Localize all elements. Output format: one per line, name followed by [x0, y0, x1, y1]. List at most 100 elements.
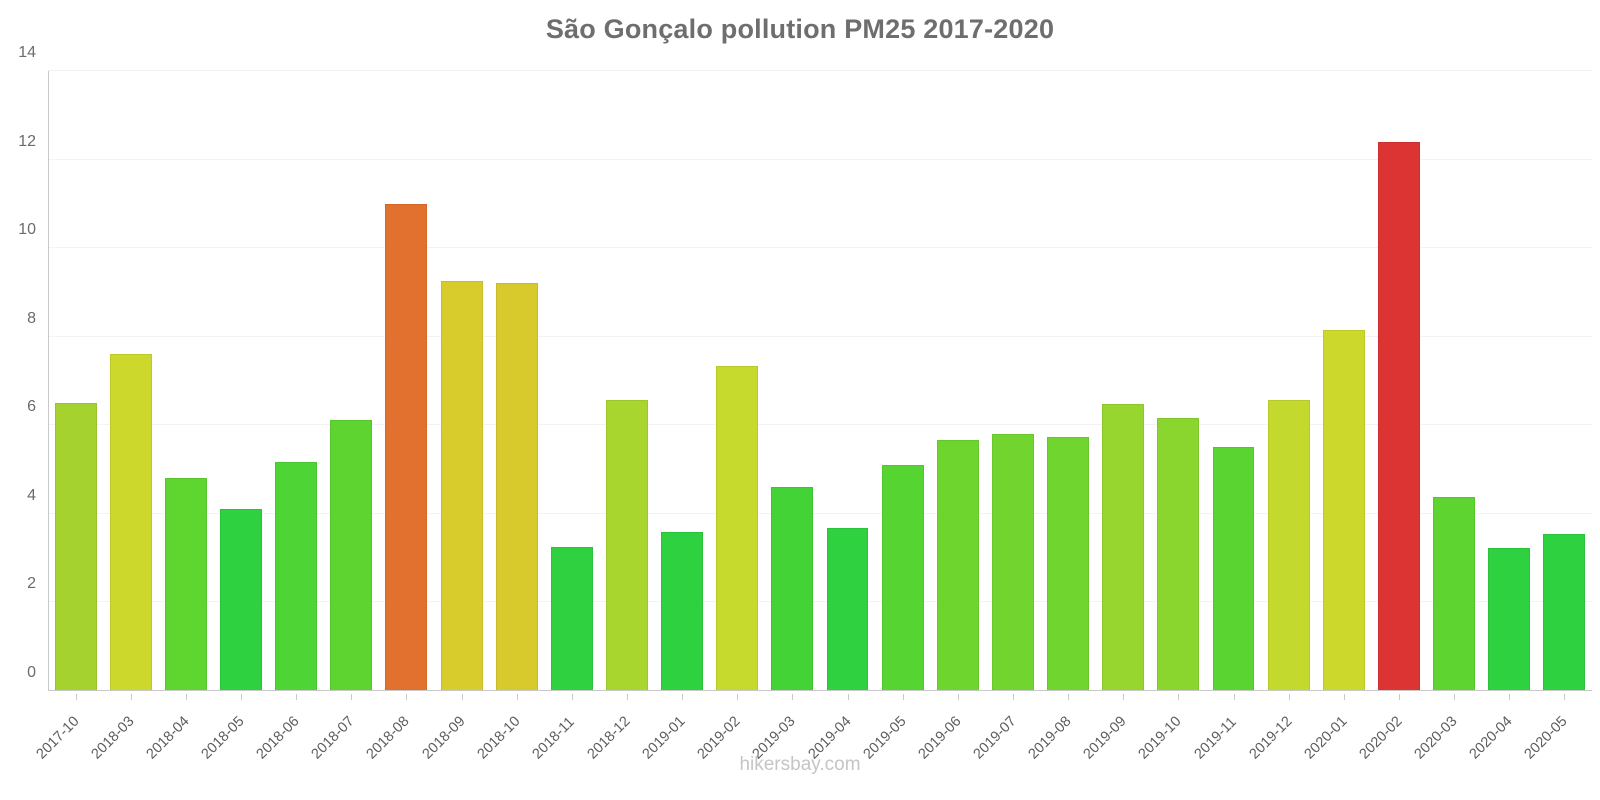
bar[interactable]: [1212, 447, 1255, 691]
x-tick-slot: 2019-09: [1081, 694, 1151, 764]
bar-slot[interactable]: [599, 71, 654, 691]
bar-slot[interactable]: [324, 71, 379, 691]
plot-area: [48, 70, 1592, 691]
bar-slot[interactable]: [1261, 71, 1316, 691]
bar-slot[interactable]: [1206, 71, 1261, 691]
bar[interactable]: [1102, 404, 1145, 691]
bar-slot[interactable]: [820, 71, 875, 691]
bar[interactable]: [330, 419, 373, 691]
y-axis-line: [48, 71, 49, 691]
x-tick-mark: [296, 694, 298, 700]
bar-slot[interactable]: [710, 71, 765, 691]
x-tick-slot: 2019-04: [805, 694, 875, 764]
bar[interactable]: [936, 439, 979, 691]
bar[interactable]: [220, 509, 262, 691]
bar-slot[interactable]: [875, 71, 930, 691]
bar[interactable]: [826, 528, 869, 691]
x-tick-slot: 2019-05: [860, 694, 930, 764]
bar-slot[interactable]: [489, 71, 544, 691]
x-tick-mark: [240, 694, 242, 700]
bar-slot[interactable]: [1096, 71, 1151, 691]
bar-slot[interactable]: [1537, 71, 1592, 691]
bar-slot[interactable]: [158, 71, 213, 691]
x-tick-slot: 2020-04: [1467, 694, 1537, 764]
bar[interactable]: [1322, 330, 1365, 691]
x-tick-mark: [461, 694, 463, 700]
x-tick-mark: [75, 694, 77, 700]
bar-slot[interactable]: [544, 71, 599, 691]
gridline: [48, 70, 1592, 71]
bar[interactable]: [1433, 497, 1476, 691]
bar[interactable]: [1377, 141, 1420, 691]
x-tick-mark: [847, 694, 849, 700]
x-tick-slot: 2019-06: [915, 694, 985, 764]
x-tick-slot: 2017-10: [33, 694, 103, 764]
bar[interactable]: [992, 434, 1034, 691]
gridline: [48, 601, 1592, 603]
bar[interactable]: [1157, 418, 1200, 691]
x-tick-mark: [792, 694, 794, 700]
x-tick-mark: [1509, 694, 1511, 700]
bar-slot[interactable]: [213, 71, 268, 691]
x-tick-mark: [682, 694, 684, 700]
bar[interactable]: [606, 400, 648, 691]
x-tick-mark: [902, 694, 904, 700]
x-tick-slot: 2018-04: [143, 694, 213, 764]
bar[interactable]: [1488, 548, 1531, 691]
x-tick-mark: [571, 694, 573, 700]
bar[interactable]: [440, 281, 483, 691]
x-tick-slot: 2018-08: [364, 694, 434, 764]
bar[interactable]: [1267, 400, 1310, 691]
x-tick-slot: 2018-12: [585, 694, 654, 764]
bar-slot[interactable]: [1151, 71, 1206, 691]
x-axis-line: [48, 690, 1592, 691]
footer-credit: hikersbay.com: [739, 754, 861, 775]
y-tick-label: 14: [18, 44, 36, 61]
x-tick-mark: [1564, 694, 1566, 700]
x-tick-slot: 2020-05: [1522, 694, 1592, 764]
bar[interactable]: [716, 365, 759, 691]
bar-slot[interactable]: [103, 71, 158, 691]
bar-slot[interactable]: [434, 71, 489, 691]
bar[interactable]: [1047, 437, 1090, 691]
bar[interactable]: [661, 531, 704, 691]
bar[interactable]: [275, 461, 318, 691]
bar[interactable]: [54, 403, 97, 691]
bar-slot[interactable]: [1371, 71, 1426, 691]
bar[interactable]: [1543, 533, 1586, 691]
x-tick-mark: [130, 694, 132, 700]
x-tick-mark: [516, 694, 518, 700]
x-tick-slot: 2018-10: [474, 694, 544, 764]
bar[interactable]: [771, 487, 814, 691]
bar-slot[interactable]: [379, 71, 434, 691]
bar[interactable]: [881, 465, 924, 691]
bar[interactable]: [550, 547, 593, 691]
bar-slot[interactable]: [1316, 71, 1371, 691]
bar[interactable]: [495, 282, 538, 691]
bar[interactable]: [385, 203, 428, 691]
gridline: [48, 335, 1592, 337]
x-tick-mark: [351, 694, 353, 700]
y-tick-label: 10: [18, 221, 36, 239]
x-tick-mark: [957, 694, 959, 700]
bar-slot[interactable]: [1041, 71, 1096, 691]
bar-slot[interactable]: [269, 71, 324, 691]
y-axis-tick-labels: 0 2 4 6 8 10 12 14: [0, 44, 44, 691]
bar-slot[interactable]: [655, 71, 710, 691]
y-tick-label: 8: [27, 309, 36, 327]
bar-slot[interactable]: [985, 71, 1040, 691]
x-tick-mark: [1454, 694, 1456, 700]
bar[interactable]: [164, 478, 207, 691]
bar-slot[interactable]: [765, 71, 820, 691]
x-tick-mark: [1012, 694, 1014, 700]
x-tick-mark: [1123, 694, 1125, 700]
bar-slot[interactable]: [1427, 71, 1482, 691]
x-tick-slot: 2019-10: [1136, 694, 1206, 764]
x-tick-mark: [406, 694, 408, 700]
bar[interactable]: [109, 354, 152, 691]
gridline: [48, 247, 1592, 249]
bar-slot[interactable]: [930, 71, 985, 691]
bar-slot[interactable]: [48, 71, 103, 691]
bar-slot[interactable]: [1482, 71, 1537, 691]
